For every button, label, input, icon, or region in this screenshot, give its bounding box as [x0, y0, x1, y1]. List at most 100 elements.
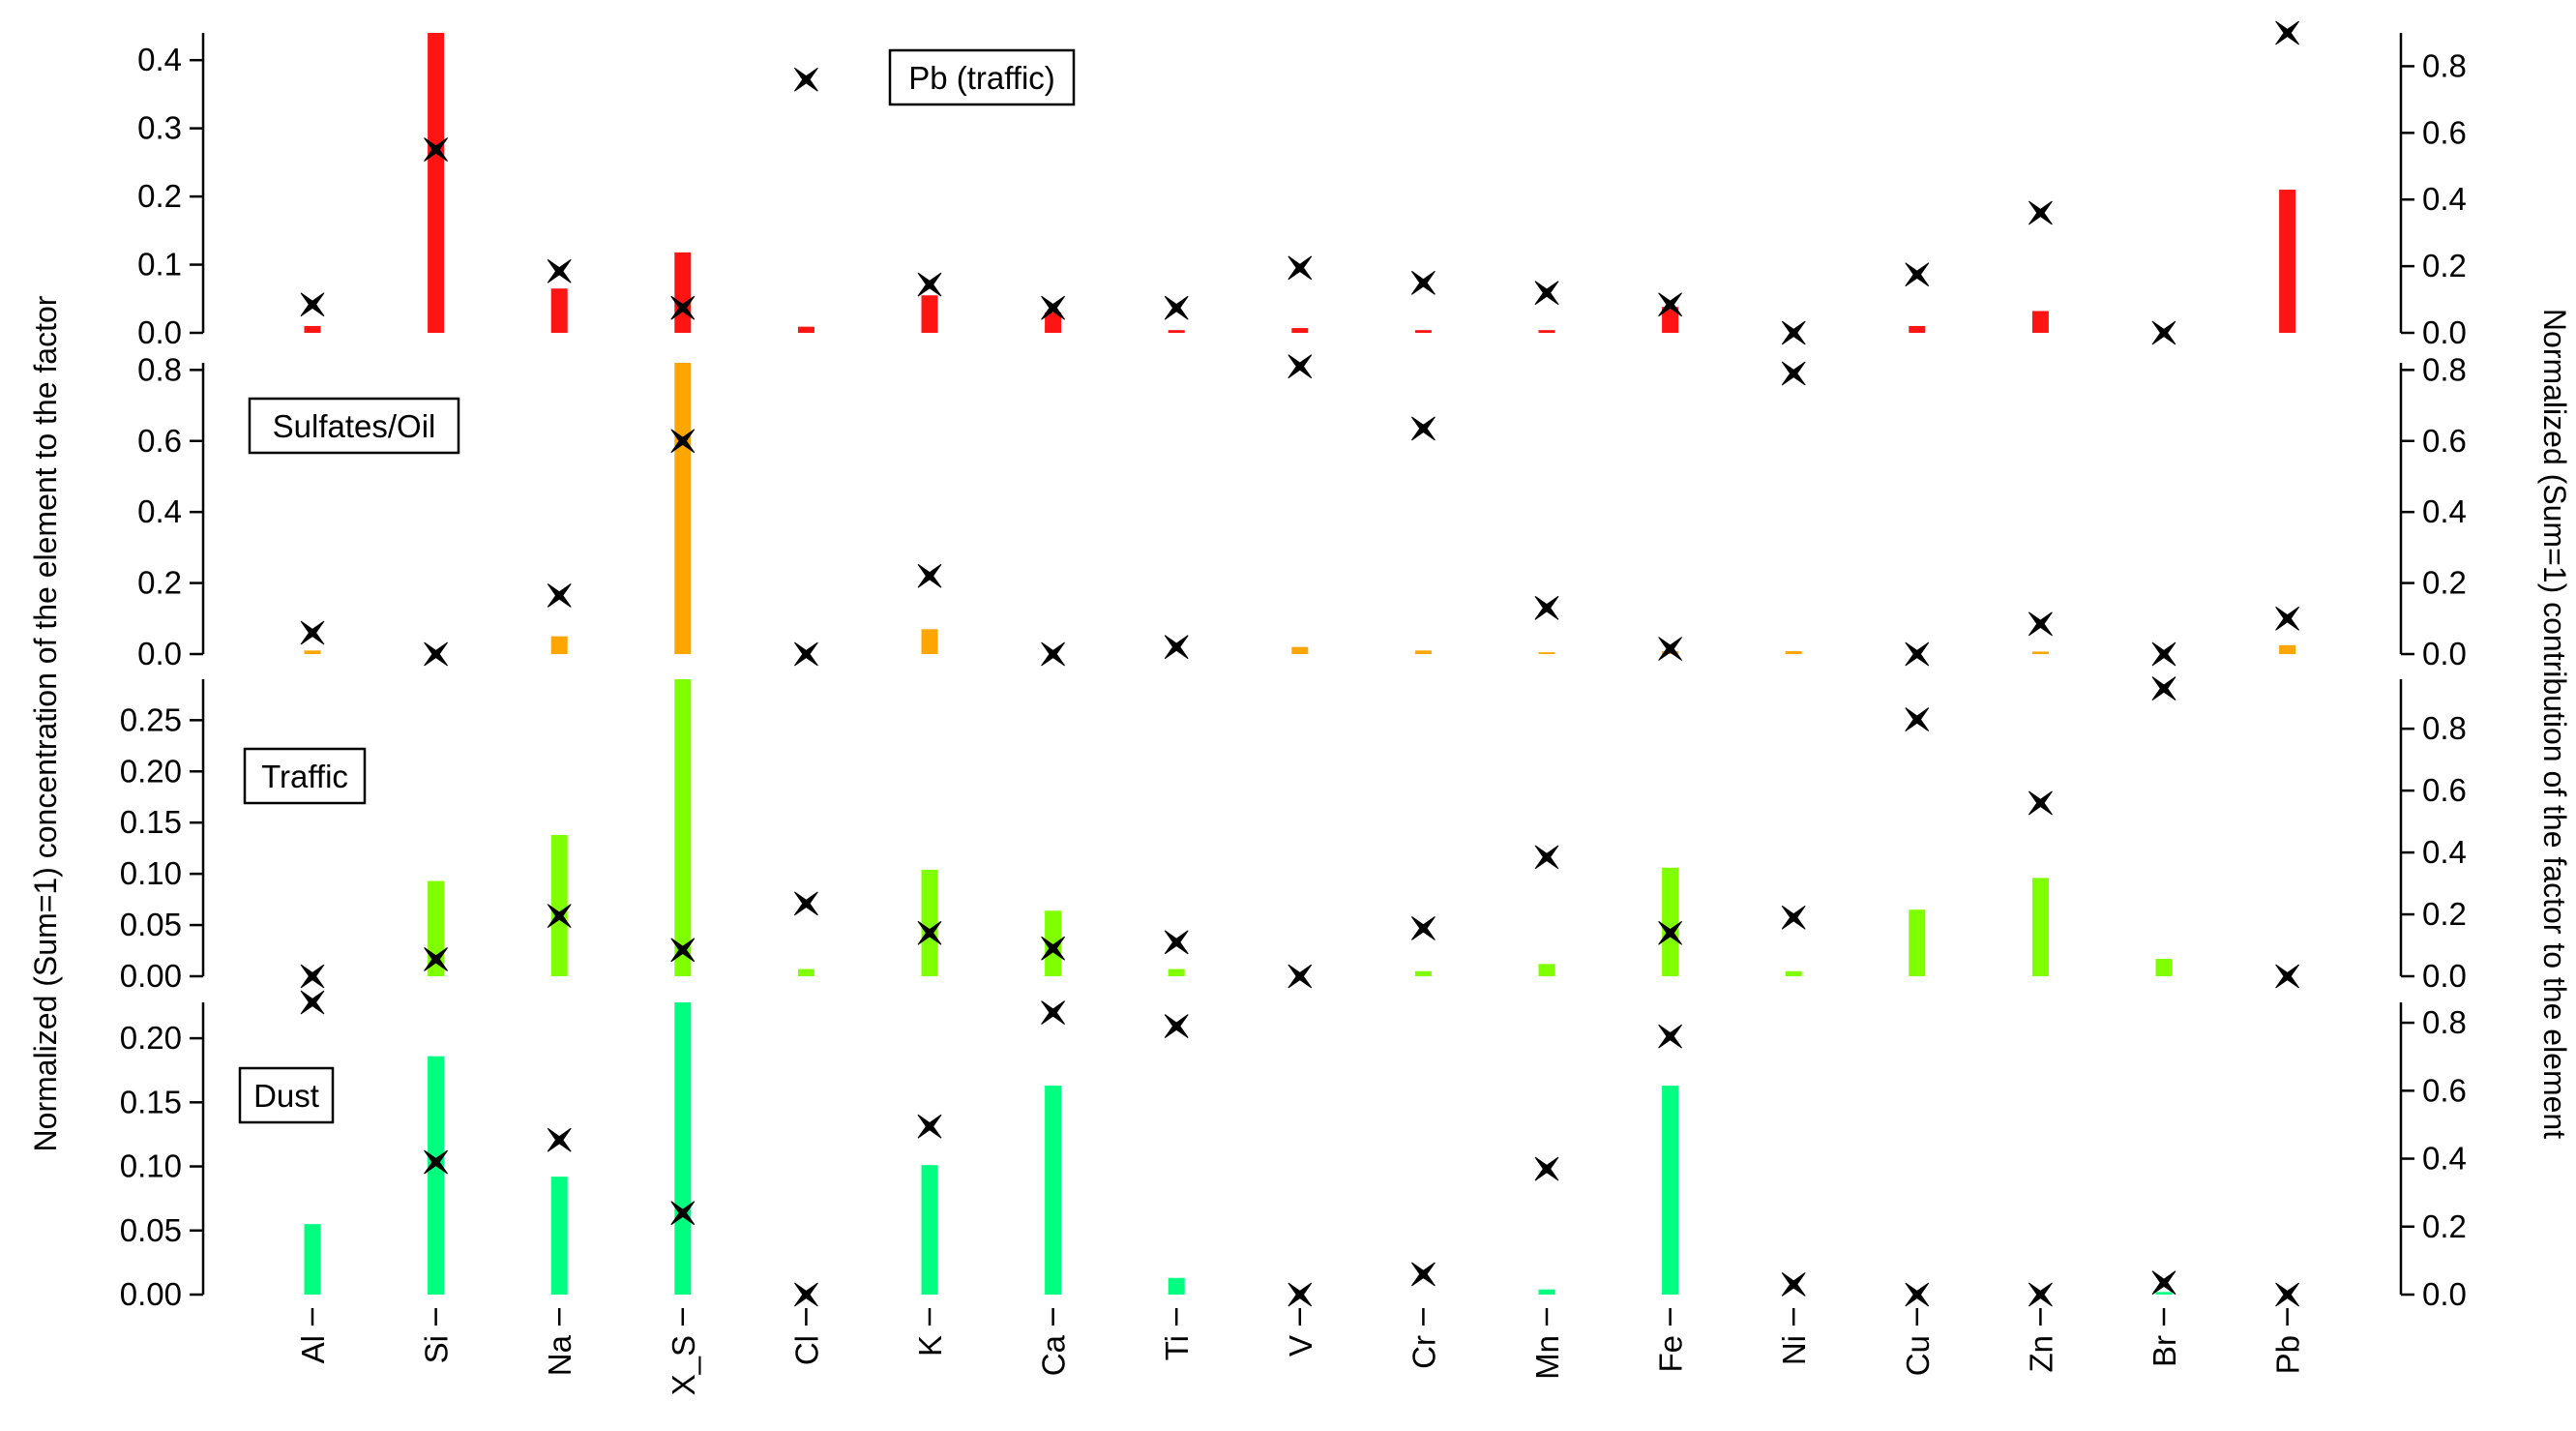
left-tick-label: 0.25 — [120, 701, 182, 737]
bar-Zn — [2031, 651, 2049, 654]
right-axis-title: Normalized (Sum=1) contribution of the f… — [2537, 309, 2572, 1139]
left-tick-label: 0.20 — [120, 1020, 182, 1056]
panel-3: 0.00 0.05 0.10 0.15 0.20 0.25 0.0 0.2 0.4 0.6 0.8 T… — [120, 676, 2467, 994]
x-tick-label-Zn: Zn — [2023, 1335, 2058, 1373]
marker-Pb — [2275, 964, 2300, 989]
marker-Fe — [1658, 1024, 1683, 1049]
panel-label-box — [238, 1066, 335, 1124]
x-tick-label-Si: Si — [419, 1335, 455, 1363]
right-tick-label: 0.8 — [2422, 351, 2467, 387]
bar-Mn — [1538, 652, 1555, 654]
bar-X_S — [674, 679, 692, 976]
right-tick-label: 0.8 — [2422, 1004, 2467, 1040]
marker-Al — [300, 620, 325, 645]
x-tick-label-Cu: Cu — [1900, 1335, 1936, 1376]
right-tick-label: 0.4 — [2422, 181, 2467, 217]
bar-Si — [428, 33, 445, 333]
marker-Cu — [1905, 262, 1930, 287]
marker-Pb — [2275, 20, 2300, 45]
marker-Pb — [2275, 1282, 2300, 1307]
bar-Cr — [1414, 330, 1432, 333]
marker-Cr — [1410, 270, 1436, 295]
left-tick-label: 0.0 — [137, 636, 182, 671]
marker-Zn — [2028, 790, 2053, 816]
bar-Na — [550, 834, 568, 976]
bar-K — [921, 869, 938, 976]
marker-Si — [424, 947, 449, 971]
x-tick-label-Mn: Mn — [1529, 1335, 1565, 1380]
bar-X_S — [674, 363, 692, 654]
bar-Ca — [1045, 1086, 1062, 1295]
marker-Cu — [1905, 707, 1930, 731]
x-tick-label-Ca: Ca — [1036, 1334, 1072, 1376]
bar-Si — [428, 1056, 445, 1295]
marker-Ca — [1041, 1000, 1066, 1025]
marker-Cl — [793, 1282, 818, 1307]
bar-Cl — [797, 969, 814, 976]
marker-Ni — [1781, 361, 1806, 386]
left-tick-label: 0.0 — [137, 314, 182, 350]
marker-K — [917, 920, 942, 945]
marker-Cr — [1410, 1262, 1436, 1287]
marker-Ti — [1164, 635, 1189, 660]
bar-Na — [550, 636, 568, 654]
panel-1: 0.0 0.1 0.2 0.3 0.4 0.0 0.2 0.4 0.6 0.8 Pb (traffi… — [137, 20, 2467, 350]
bar-Al — [304, 325, 321, 333]
marker-Ni — [1781, 905, 1806, 930]
marker-Na — [547, 904, 572, 929]
right-tick-label: 0.2 — [2422, 1208, 2467, 1244]
marker-Mn — [1534, 281, 1559, 306]
left-tick-label: 0.4 — [137, 493, 182, 529]
marker-Br — [2151, 320, 2176, 345]
left-tick-label: 0.00 — [120, 958, 182, 994]
x-tick-label-Pb: Pb — [2270, 1335, 2306, 1374]
x-tick-label-Al: Al — [295, 1335, 331, 1363]
left-tick-label: 0.4 — [137, 42, 182, 77]
bar-Ni — [1785, 970, 1802, 976]
x-axis: Al Si Na X_S Cl K Ca Ti V Cr Mn Fe Ni Cu Zn Br Pb — [295, 1308, 2306, 1395]
right-tick-label: 0.8 — [2422, 710, 2467, 746]
right-tick-label: 0.4 — [2422, 834, 2467, 870]
marker-X_S — [670, 429, 696, 454]
right-tick-label: 0.0 — [2422, 636, 2467, 671]
bar-Cr — [1414, 970, 1432, 976]
marker-Cr — [1410, 916, 1436, 940]
bar-Mn — [1538, 1289, 1555, 1295]
bar-V — [1291, 646, 1309, 654]
bar-Ti — [1168, 1277, 1185, 1295]
marker-Ti — [1164, 1014, 1189, 1038]
marker-Br — [2151, 676, 2176, 701]
x-tick-label-V: V — [1283, 1335, 1318, 1356]
right-tick-label: 0.2 — [2422, 248, 2467, 283]
panel-label-box — [248, 397, 460, 455]
bar-Pb — [2279, 190, 2296, 333]
x-tick-label-K: K — [912, 1335, 948, 1356]
right-tick-label: 0.6 — [2422, 114, 2467, 150]
marker-Si — [424, 641, 449, 667]
panel-label: Pb (traffic) — [888, 48, 1076, 106]
x-tick-label-Na: Na — [542, 1334, 577, 1376]
marker-Mn — [1534, 1156, 1559, 1181]
bar-Mn — [1538, 330, 1555, 333]
bar-Cu — [1909, 909, 1926, 976]
marker-Cr — [1410, 416, 1436, 441]
bar-Ca — [1045, 312, 1062, 333]
x-tick-label-Cr: Cr — [1406, 1335, 1441, 1369]
panel-label-box — [243, 747, 367, 805]
left-tick-label: 0.05 — [120, 1212, 182, 1248]
marker-Ca — [1041, 641, 1066, 667]
left-tick-label: 0.00 — [120, 1276, 182, 1312]
left-tick-label: 0.10 — [120, 1148, 182, 1184]
right-tick-label: 0.4 — [2422, 1141, 2467, 1177]
marker-Mn — [1534, 845, 1559, 870]
left-tick-label: 0.15 — [120, 1084, 182, 1119]
marker-Ca — [1041, 295, 1066, 320]
left-tick-label: 0.6 — [137, 423, 182, 459]
right-tick-label: 0.8 — [2422, 47, 2467, 83]
left-tick-label: 0.10 — [120, 855, 182, 891]
marker-V — [1288, 964, 1313, 989]
bar-X_S — [674, 1002, 692, 1295]
bar-Al — [304, 650, 321, 654]
right-tick-label: 0.2 — [2422, 896, 2467, 932]
